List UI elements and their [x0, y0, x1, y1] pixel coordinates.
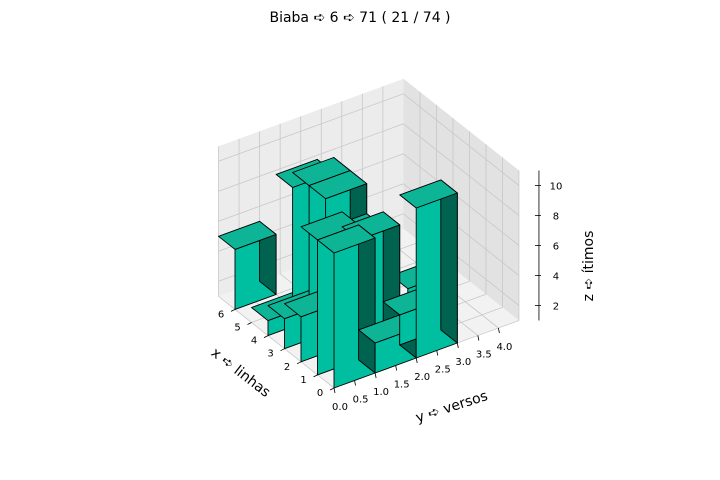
x-tick: [313, 374, 318, 378]
x-tick: [247, 322, 252, 325]
z-tick-label: 6: [553, 242, 559, 253]
y-tick-label: 3.5: [476, 350, 492, 361]
bar-top-face: [399, 179, 458, 209]
x-tick-label: 0: [317, 388, 323, 399]
bar: [399, 179, 458, 359]
y-tick: [374, 372, 377, 379]
x-tick: [230, 309, 236, 312]
bar-side-face: [440, 179, 458, 344]
x-tick: [280, 348, 285, 352]
y-tick-label: 0.5: [353, 395, 369, 406]
x-tick: [296, 361, 302, 365]
bar-top-face: [308, 170, 368, 200]
y-tick-label: 0.0: [332, 402, 348, 413]
z-tick-label: 8: [553, 212, 559, 223]
y-axis-label: y ➪ versos: [414, 388, 490, 426]
x-tick-label: 5: [234, 323, 240, 334]
gridline: [218, 295, 335, 389]
y-tick: [333, 387, 336, 394]
x-tick: [329, 387, 335, 391]
bar: [218, 220, 277, 310]
gridline: [218, 123, 404, 192]
gridline: [403, 153, 520, 246]
bar: [317, 224, 376, 389]
y-tick: [498, 327, 500, 334]
y-tick: [415, 357, 418, 364]
x-tick-label: 4: [251, 336, 257, 347]
bars: [218, 157, 458, 389]
y-tick: [456, 342, 459, 349]
x-tick-label: 6: [218, 309, 224, 320]
y-tick-label: 2.0: [414, 372, 430, 383]
y-tick-label: 3.0: [455, 357, 471, 368]
y-tick-label: 2.5: [435, 365, 451, 376]
y-tick-label: 1.5: [394, 380, 410, 391]
y-tick-label: 1.0: [373, 387, 389, 398]
y-tick: [477, 335, 480, 341]
x-tick-label: 3: [267, 349, 273, 360]
x-tick: [263, 335, 269, 338]
gridline: [403, 123, 520, 216]
x-tick-label: 1: [300, 375, 306, 386]
y-tick: [436, 350, 439, 356]
y-tick: [354, 380, 356, 386]
y-tick: [395, 365, 398, 371]
z-axis-label: z ➪ ítimos: [581, 231, 597, 302]
z-tick-label: 10: [550, 182, 563, 193]
bar-top-face: [218, 220, 277, 250]
x-axis-label: x ➪ linhas: [208, 345, 273, 401]
bar-top-face: [317, 224, 376, 254]
gridline: [403, 93, 520, 186]
chart-title: Biaba ➪ 6 ➪ 71 ( 21 / 74 ): [269, 10, 450, 26]
y-tick-label: 4.0: [496, 342, 512, 353]
z-tick-label: 4: [553, 272, 559, 283]
z-tick-label: 2: [553, 302, 559, 313]
bar-side-face: [358, 224, 376, 374]
x-tick-label: 2: [284, 362, 290, 373]
gridline: [218, 93, 404, 162]
